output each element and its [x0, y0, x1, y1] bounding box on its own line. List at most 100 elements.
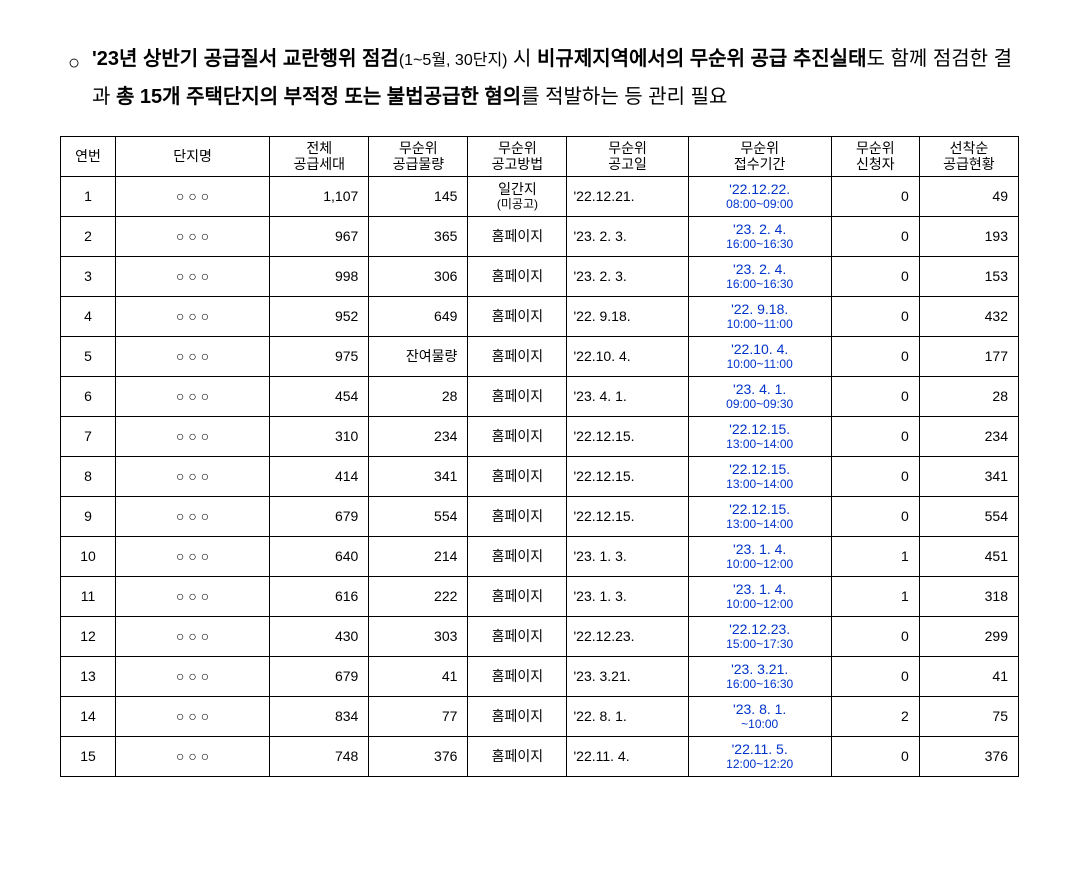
table-row: 6○ ○ ○45428홈페이지'23. 4. 1.'23. 4. 1.09:00… — [61, 377, 1019, 417]
cell-date: '22.12.15. — [567, 417, 688, 457]
cell-total: 430 — [270, 617, 369, 657]
cell-period: '23. 4. 1.09:00~09:30 — [688, 377, 831, 417]
cell-status: 153 — [919, 257, 1018, 297]
cell-apply: 0 — [831, 737, 919, 777]
cell-status: 318 — [919, 577, 1018, 617]
cell-date: '23. 3.21. — [567, 657, 688, 697]
cell-apply: 0 — [831, 657, 919, 697]
cell-apply: 1 — [831, 537, 919, 577]
cell-method: 홈페이지 — [468, 577, 567, 617]
header-row: 연번 단지명 전체공급세대 무순위공급물량 무순위공고방법 무순위공고일 무순위… — [61, 137, 1019, 177]
table-row: 11○ ○ ○616222홈페이지'23. 1. 3.'23. 1. 4.10:… — [61, 577, 1019, 617]
cell-name: ○ ○ ○ — [116, 337, 270, 377]
table-row: 15○ ○ ○748 376 홈페이지'22.11. 4.'22.11. 5.12:… — [61, 737, 1019, 777]
cell-apply: 0 — [831, 617, 919, 657]
cell-method: 홈페이지 — [468, 417, 567, 457]
cell-vol: 28 — [369, 377, 468, 417]
cell-period: '22.12.15.13:00~14:00 — [688, 417, 831, 457]
cell-total: 967 — [270, 217, 369, 257]
data-table: 연번 단지명 전체공급세대 무순위공급물량 무순위공고방법 무순위공고일 무순위… — [60, 136, 1019, 777]
cell-name: ○ ○ ○ — [116, 657, 270, 697]
cell-vol: 77 — [369, 697, 468, 737]
cell-status: 49 — [919, 177, 1018, 217]
cell-total: 616 — [270, 577, 369, 617]
cell-status: 193 — [919, 217, 1018, 257]
cell-num: 2 — [61, 217, 116, 257]
intro-bold-1: '23년 상반기 공급질서 교란행위 점검 — [92, 48, 399, 70]
cell-date: '23. 2. 3. — [567, 257, 688, 297]
header-date: 무순위공고일 — [567, 137, 688, 177]
cell-vol: 365 — [369, 217, 468, 257]
cell-date: '23. 1. 3. — [567, 537, 688, 577]
cell-period: '22.11. 5.12:00~12:20 — [688, 737, 831, 777]
cell-name: ○ ○ ○ — [116, 417, 270, 457]
cell-status: 376 — [919, 737, 1018, 777]
header-period: 무순위접수기간 — [688, 137, 831, 177]
cell-vol: 145 — [369, 177, 468, 217]
cell-status: 341 — [919, 457, 1018, 497]
cell-date: '22.11. 4. — [567, 737, 688, 777]
cell-status: 28 — [919, 377, 1018, 417]
cell-method: 홈페이지 — [468, 297, 567, 337]
cell-date: '22. 8. 1. — [567, 697, 688, 737]
header-total: 전체공급세대 — [270, 137, 369, 177]
cell-num: 3 — [61, 257, 116, 297]
cell-period: '23. 8. 1.~10:00 — [688, 697, 831, 737]
cell-vol: 341 — [369, 457, 468, 497]
cell-total: 834 — [270, 697, 369, 737]
cell-total: 640 — [270, 537, 369, 577]
cell-name: ○ ○ ○ — [116, 217, 270, 257]
cell-num: 6 — [61, 377, 116, 417]
cell-total: 975 — [270, 337, 369, 377]
cell-method: 홈페이지 — [468, 457, 567, 497]
cell-period: '23. 2. 4.16:00~16:30 — [688, 217, 831, 257]
cell-num: 10 — [61, 537, 116, 577]
cell-name: ○ ○ ○ — [116, 737, 270, 777]
cell-total: 414 — [270, 457, 369, 497]
table-row: 13○ ○ ○67941홈페이지'23. 3.21.'23. 3.21.16:0… — [61, 657, 1019, 697]
cell-method: 홈페이지 — [468, 337, 567, 377]
cell-num: 11 — [61, 577, 116, 617]
cell-status: 177 — [919, 337, 1018, 377]
cell-apply: 0 — [831, 497, 919, 537]
table-row: 8○ ○ ○414341홈페이지'22.12.15.'22.12.15.13:0… — [61, 457, 1019, 497]
cell-period: '23. 1. 4.10:00~12:00 — [688, 537, 831, 577]
cell-method: 홈페이지 — [468, 737, 567, 777]
cell-status: 432 — [919, 297, 1018, 337]
cell-date: '22.10. 4. — [567, 337, 688, 377]
cell-name: ○ ○ ○ — [116, 297, 270, 337]
cell-num: 14 — [61, 697, 116, 737]
table-row: 14○ ○ ○83477홈페이지'22. 8. 1.'23. 8. 1.~10:… — [61, 697, 1019, 737]
cell-num: 8 — [61, 457, 116, 497]
cell-num: 12 — [61, 617, 116, 657]
header-apply: 무순위신청자 — [831, 137, 919, 177]
cell-num: 4 — [61, 297, 116, 337]
cell-total: 748 — [270, 737, 369, 777]
table-row: 2○ ○ ○967365홈페이지'23. 2. 3.'23. 2. 4.16:0… — [61, 217, 1019, 257]
intro-text-2: 시 — [508, 48, 538, 70]
cell-vol: 306 — [369, 257, 468, 297]
cell-period: '23. 1. 4.10:00~12:00 — [688, 577, 831, 617]
header-num: 연번 — [61, 137, 116, 177]
cell-date: '22. 9.18. — [567, 297, 688, 337]
cell-period: '22.12.15.13:00~14:00 — [688, 497, 831, 537]
cell-method: 홈페이지 — [468, 257, 567, 297]
cell-total: 454 — [270, 377, 369, 417]
table-row: 7○ ○ ○310234홈페이지'22.12.15.'22.12.15.13:0… — [61, 417, 1019, 457]
cell-method: 홈페이지 — [468, 617, 567, 657]
cell-date: '22.12.15. — [567, 457, 688, 497]
table-row: 5○ ○ ○975잔여물량홈페이지'22.10. 4.'22.10. 4.10:… — [61, 337, 1019, 377]
cell-apply: 2 — [831, 697, 919, 737]
cell-status: 451 — [919, 537, 1018, 577]
intro-bold-2: 비규제지역에서의 무순위 공급 추진실태 — [537, 48, 866, 70]
cell-date: '22.12.15. — [567, 497, 688, 537]
cell-num: 13 — [61, 657, 116, 697]
cell-date: '23. 2. 3. — [567, 217, 688, 257]
cell-num: 15 — [61, 737, 116, 777]
cell-method: 홈페이지 — [468, 657, 567, 697]
cell-name: ○ ○ ○ — [116, 697, 270, 737]
cell-total: 952 — [270, 297, 369, 337]
cell-period: '22.10. 4.10:00~11:00 — [688, 337, 831, 377]
cell-period: '22.12.22.08:00~09:00 — [688, 177, 831, 217]
cell-num: 9 — [61, 497, 116, 537]
